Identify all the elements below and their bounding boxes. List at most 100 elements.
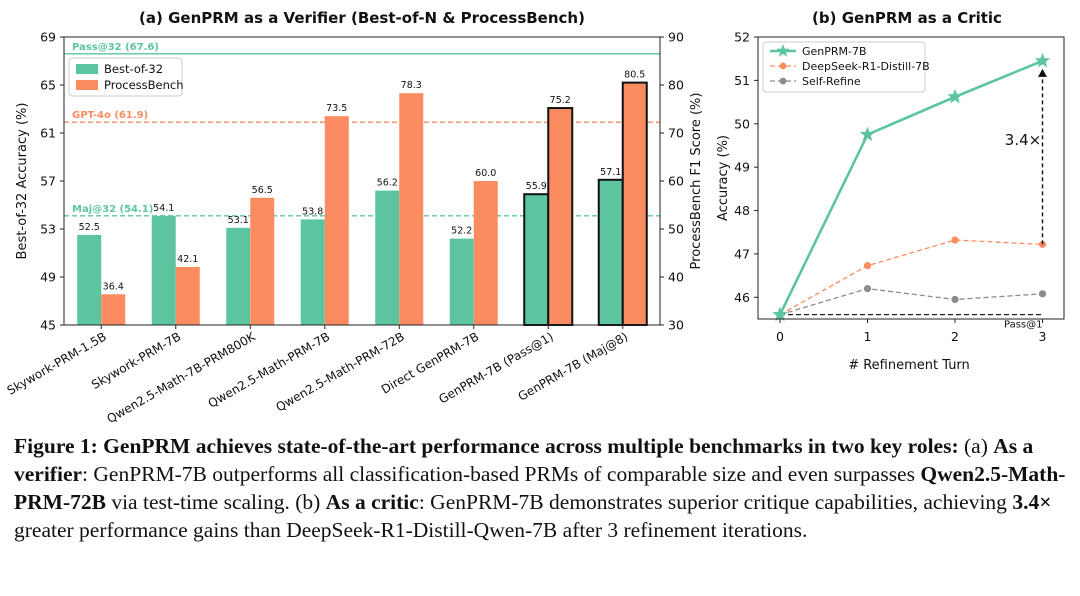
- value-label-best-of-32-skywork-prm-1-5b: 52.5: [79, 222, 100, 233]
- value-label-best-of-32-genprm-7b-maj-8: 57.1: [600, 167, 621, 178]
- value-label-processbench-genprm-7b-pass-1: 75.2: [550, 95, 571, 106]
- ref-label-pass-32-67-6: Pass@32 (67.6): [72, 42, 159, 53]
- bar-processbench-qwen2-5-math-prm-72b: [399, 93, 424, 325]
- value-label-processbench-skywork-prm-1-5b: 36.4: [103, 281, 124, 292]
- bar-best-of-32-genprm-7b-maj-8: [597, 178, 624, 326]
- caption-part-a-label: As a verifier: [14, 434, 1034, 486]
- legend-label-deepseek: DeepSeek-R1-Distill-7B: [802, 60, 930, 73]
- point-deepseek-r1-distill-7b-2: [951, 236, 959, 244]
- value-label-processbench-direct-genprm-7b: 60.0: [475, 168, 496, 179]
- legend-swatch-best-of-32: [76, 64, 98, 74]
- y2-tick-label: 60: [668, 174, 684, 189]
- bar-best-of-32-direct-genprm-7b: [449, 238, 474, 325]
- y2-tick-label: 30: [668, 318, 684, 333]
- x-tick-label-qwen2-5-math-7b-prm800k: Qwen2.5-Math-7B-PRM800K: [104, 329, 258, 425]
- series-line-self-refine: [779, 287, 1043, 316]
- y2-tick-label: 90: [668, 30, 684, 45]
- legend-marker-self-refine: [779, 77, 787, 85]
- b-y-tick-label: 48: [734, 203, 750, 218]
- value-label-best-of-32-skywork-prm-7b: 54.1: [153, 203, 174, 214]
- bar-best-of-32-genprm-7b-pass-1: [523, 193, 550, 326]
- legend-label-genprm: GenPRM-7B: [802, 45, 867, 58]
- x-tick-label-qwen2-5-math-prm-72b: Qwen2.5-Math-PRM-72B: [273, 329, 406, 414]
- bar-processbench-genprm-7b-pass-1: [547, 107, 574, 327]
- bar-processbench-qwen2-5-math-prm-7b: [324, 116, 349, 325]
- y2-tick-label: 50: [668, 222, 684, 237]
- bar-processbench-qwen2-5-math-7b-prm800k: [250, 197, 275, 325]
- caption-part-a-prefix: (a): [958, 434, 994, 458]
- value-label-best-of-32-direct-genprm-7b: 52.2: [451, 226, 472, 237]
- caption-part-a-text-1: : GenPRM-7B outperforms all classificati…: [82, 462, 921, 486]
- value-label-processbench-genprm-7b-maj-8: 80.5: [624, 70, 645, 81]
- value-label-best-of-32-qwen2-5-math-7b-prm800k: 53.1: [228, 215, 249, 226]
- point-self-refine-2: [951, 295, 959, 304]
- value-label-processbench-qwen2-5-math-7b-prm800k: 56.5: [252, 185, 273, 196]
- value-label-best-of-32-qwen2-5-math-prm-7b: 53.8: [302, 206, 323, 217]
- y-tick-label: 61: [40, 126, 56, 141]
- bar-best-of-32-skywork-prm-7b: [151, 215, 176, 325]
- bar-processbench-genprm-7b-maj-8: [621, 81, 648, 326]
- point-genprm-7b-1: [859, 126, 876, 142]
- b-y-tick-label: 52: [734, 30, 750, 45]
- legend-marker-deepseek-r1-distill-7b: [779, 62, 787, 70]
- y2-tick-label: 70: [668, 126, 684, 141]
- value-label-best-of-32-genprm-7b-pass-1: 55.9: [526, 181, 547, 192]
- b-x-tick-label: 0: [776, 329, 784, 344]
- point-self-refine-3: [1038, 290, 1047, 298]
- caption-part-b-text-2: greater performance gains than DeepSeek-…: [14, 518, 808, 542]
- figure-caption: Figure 1: GenPRM achieves state-of-the-a…: [14, 432, 1066, 544]
- annotation-arrow-head: [1038, 68, 1047, 77]
- b-x-tick-label: 2: [951, 329, 959, 344]
- b-y-tick-label: 47: [734, 246, 750, 261]
- figure: (a) GenPRM as a Verifier (Best-of-N & Pr…: [5, 9, 1065, 425]
- b-y-tick-label: 46: [734, 290, 750, 305]
- value-label-processbench-skywork-prm-7b: 42.1: [177, 254, 198, 265]
- point-genprm-7b-3: [1034, 52, 1051, 68]
- legend-marker-genprm-7b: [776, 44, 790, 57]
- b-x-tick-label: 3: [1039, 329, 1047, 344]
- bar-processbench-direct-genprm-7b: [473, 181, 498, 325]
- chart-b-xlabel: # Refinement Turn: [848, 358, 970, 373]
- caption-part-b-text-1: : GenPRM-7B demonstrates superior critiq…: [418, 490, 1013, 514]
- chart-a-y2label: ProcessBench F1 Score (%): [689, 93, 704, 270]
- point-genprm-7b-2: [947, 88, 963, 104]
- value-label-processbench-qwen2-5-math-prm-72b: 78.3: [401, 80, 422, 91]
- caption-part-a-text-2: via test-time scaling. (b): [105, 490, 326, 514]
- y-tick-label: 65: [40, 78, 56, 93]
- verifier-chart: (a) GenPRM as a Verifier (Best-of-N & Pr…: [5, 9, 704, 425]
- annotation-3-4x: 3.4×: [1005, 131, 1041, 149]
- y-tick-label: 57: [40, 174, 56, 189]
- b-y-tick-label: 51: [734, 73, 750, 88]
- legend-label-best-of-32: Best-of-32: [104, 62, 163, 76]
- value-label-processbench-qwen2-5-math-prm-7b: 73.5: [326, 103, 347, 114]
- y-tick-label: 69: [40, 30, 56, 45]
- baseline-label: Pass@1: [1004, 320, 1043, 331]
- series-line-genprm-7b: [778, 59, 1043, 316]
- bar-best-of-32-qwen2-5-math-7b-prm800k: [226, 227, 251, 325]
- chart-b-ylabel: Accuracy (%): [716, 135, 731, 221]
- series-line-deepseek-r1-distill-7b: [779, 239, 1043, 316]
- chart-b-legend: GenPRM-7B DeepSeek-R1-Distill-7B Self-Re…: [762, 41, 930, 93]
- caption-part-b-bold: 3.4×: [1012, 490, 1052, 514]
- legend-label-processbench: ProcessBench: [104, 78, 184, 92]
- chart-a-ylabel: Best-of-32 Accuracy (%): [15, 103, 30, 260]
- chart-b-title: (b) GenPRM as a Critic: [812, 9, 1002, 27]
- y2-tick-label: 40: [668, 270, 684, 285]
- ref-label-gpt-4o-61-9: GPT-4o (61.9): [72, 110, 148, 121]
- y-tick-label: 53: [40, 222, 56, 237]
- bar-best-of-32-skywork-prm-1-5b: [77, 235, 102, 325]
- b-y-tick-label: 49: [734, 160, 750, 175]
- chart-a-title: (a) GenPRM as a Verifier (Best-of-N & Pr…: [139, 9, 585, 27]
- bar-best-of-32-qwen2-5-math-prm-7b: [300, 219, 325, 325]
- point-self-refine-1: [863, 285, 872, 293]
- bar-best-of-32-qwen2-5-math-prm-72b: [375, 190, 400, 325]
- caption-part-a-bold: Qwen2.5-Math-PRM-72B: [14, 462, 1066, 514]
- x-tick-label-qwen2-5-math-prm-7b: Qwen2.5-Math-PRM-7B: [206, 329, 333, 410]
- legend-label-self-refine: Self-Refine: [802, 75, 861, 88]
- y2-tick-label: 80: [668, 78, 684, 93]
- y-tick-label: 45: [40, 318, 56, 333]
- caption-part-b-label: As a critic: [325, 490, 419, 514]
- caption-figure-label: Figure 1:: [14, 434, 104, 458]
- point-genprm-7b-0: [772, 306, 788, 322]
- b-y-tick-label: 50: [734, 116, 750, 131]
